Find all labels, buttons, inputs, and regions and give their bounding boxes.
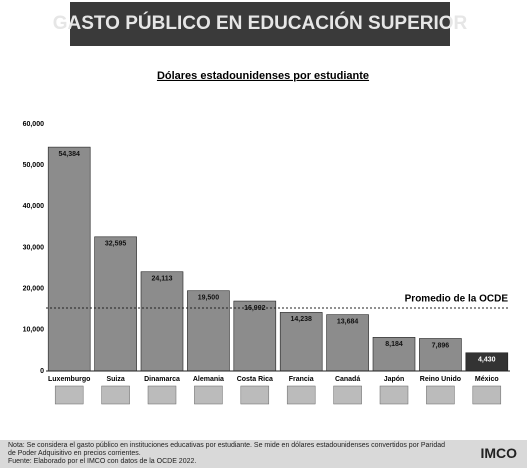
flag [333,385,362,405]
x-tick-label: México [475,376,499,383]
y-tick-label: 50,000 [23,162,45,169]
flag [194,385,223,405]
value-label: 4,430 [478,357,496,364]
bar [326,314,369,372]
flag [472,385,502,405]
source: Fuente: Elaborado por el IMCO con datos … [8,458,197,465]
y-tick-label: 10,000 [23,327,45,334]
bar [233,300,277,372]
x-tick-label: Suiza [106,376,124,383]
x-tick-label: Canadá [335,376,360,383]
y-tick-label: 40,000 [23,203,45,210]
chart: GASTO PÚBLICO EN EDUCACIÓN SUPERIOR Dóla… [23,2,510,405]
title-banner [70,2,450,46]
flag [147,385,177,405]
value-label: 19,500 [198,295,220,302]
value-label: 8,184 [385,341,403,348]
bar [419,338,462,372]
bar [140,271,184,372]
x-tick-label: Japón [384,376,405,383]
x-tick-label: Reino Unido [420,376,461,383]
y-tick-label: 0 [40,368,44,375]
flag [379,385,409,405]
value-label: 13,684 [337,319,359,326]
bar [94,236,137,372]
value-label: 7,896 [432,342,450,349]
value-label: 24,113 [151,276,172,283]
x-tick-label: Francia [289,376,314,383]
x-tick-label: Alemania [193,376,224,383]
x-tick-label: Costa Rica [237,376,273,383]
bar [372,337,416,372]
value-label: 54,384 [58,151,80,158]
x-tick-label: Dinamarca [144,376,180,383]
page-title: GASTO PÚBLICO EN EDUCACIÓN SUPERIOR [53,12,468,34]
footer: Nota: Se considera el gasto público en i… [0,440,527,468]
logo: IMCO [480,445,517,461]
x-tick-label: Luxemburgo [48,376,90,383]
flag [286,385,316,405]
value-label: 32,595 [105,241,127,248]
value-label: 14,238 [290,316,312,323]
y-tick-label: 60,000 [23,121,45,128]
y-tick-label: 30,000 [23,244,45,251]
flag [101,385,130,405]
note: Nota: Se considera el gasto público en i… [8,442,445,457]
bar [187,290,230,372]
reference-label: Promedio de la OCDE [405,294,509,305]
bar [47,146,91,372]
flag [54,385,84,405]
chart-title: Dólares estadounidenses por estudiante [157,70,369,82]
flag [426,385,455,405]
footer-text: Nota: Se considera el gasto público en i… [8,442,448,466]
bar [279,312,323,372]
flag [240,385,270,405]
y-tick-label: 20,000 [23,286,45,293]
